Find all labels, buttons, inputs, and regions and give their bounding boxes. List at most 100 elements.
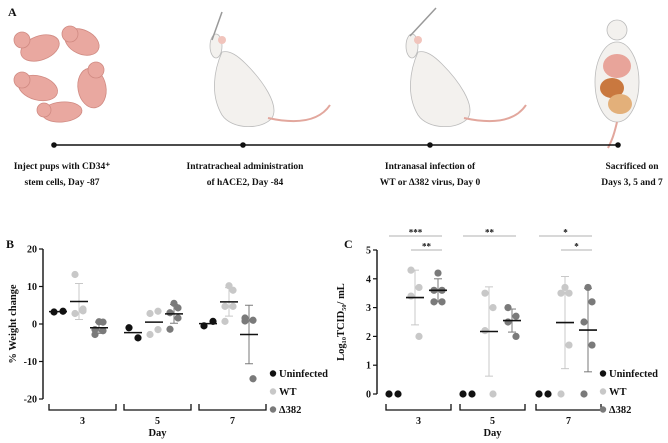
data-point: [557, 390, 565, 398]
day-bracket: [385, 404, 452, 411]
data-point: [481, 289, 489, 297]
data-point: [481, 327, 489, 335]
x-tick-label: 5: [155, 416, 160, 427]
timeline-step-line1: Inject pups with CD34⁺: [14, 162, 111, 172]
timeline-step-line1: Intratracheal administration: [187, 162, 305, 172]
timeline-dot: [427, 142, 433, 148]
y-tick-label: -20: [24, 395, 37, 406]
mouse-intranasal-icon: [405, 7, 527, 128]
data-point: [174, 314, 182, 322]
data-point: [154, 307, 162, 315]
significance-label: **: [422, 242, 432, 252]
significance-label: *: [563, 228, 568, 238]
data-point: [504, 304, 512, 312]
panel-a-label: A: [8, 5, 17, 19]
x-tick-label: 3: [416, 416, 421, 427]
data-point: [99, 327, 107, 335]
dissected-mouse-icon: [594, 19, 640, 149]
legend-marker: [599, 388, 607, 395]
data-point: [79, 307, 87, 315]
data-point: [166, 325, 174, 333]
data-point: [125, 324, 133, 332]
x-axis-label: Day: [148, 428, 167, 439]
legend-marker: [269, 406, 277, 413]
y-axis-label: % Weight change: [8, 284, 19, 363]
data-point: [415, 283, 423, 292]
data-point: [565, 341, 573, 349]
data-point: [588, 298, 596, 306]
timeline-step-line2: of hACE2, Day -84: [207, 178, 284, 188]
data-point: [407, 292, 415, 300]
data-point: [221, 302, 229, 310]
data-point: [512, 312, 520, 320]
data-point: [134, 334, 142, 342]
significance-label: ***: [409, 228, 423, 238]
y-tick-label: -10: [24, 357, 37, 368]
y-tick-label: 10: [27, 282, 37, 293]
data-point: [221, 317, 229, 325]
day-bracket: [535, 404, 602, 411]
data-point: [71, 309, 79, 318]
data-point: [229, 286, 237, 294]
data-point: [249, 316, 257, 324]
y-tick-label: 3: [366, 303, 371, 314]
x-axis-label: Day: [483, 428, 502, 439]
data-point: [584, 283, 592, 292]
day-bracket: [198, 404, 267, 411]
data-point: [489, 304, 497, 312]
data-point: [535, 390, 543, 398]
significance-label: **: [485, 228, 495, 238]
mouse-intratracheal-icon: [209, 11, 331, 128]
data-point: [99, 318, 107, 326]
data-point: [557, 289, 565, 297]
timeline-dot: [240, 142, 246, 148]
legend-marker: [269, 370, 277, 377]
legend-label: Uninfected: [279, 369, 328, 380]
y-tick-label: 4: [366, 274, 371, 285]
data-point: [166, 309, 174, 317]
data-point: [544, 390, 552, 398]
data-point: [241, 317, 249, 325]
data-point: [394, 390, 402, 398]
day-bracket: [123, 404, 192, 411]
timeline-step-line1: Intranasal infection of: [385, 162, 476, 172]
data-point: [146, 309, 154, 318]
y-tick-label: 2: [366, 332, 371, 343]
data-point: [561, 283, 569, 292]
data-point: [415, 332, 423, 340]
legend-label: Δ382: [279, 405, 301, 416]
data-point: [565, 289, 573, 297]
data-point: [588, 341, 596, 349]
legend-label: Uninfected: [609, 369, 658, 380]
weight-change-chart: 20 10 0 -10 -20 % Weight change 3 5 7 Day Uninfect…: [8, 245, 328, 440]
timeline-step-line2: WT or Δ382 virus, Day 0: [380, 178, 481, 188]
data-point: [249, 375, 257, 383]
data-point: [146, 330, 154, 339]
data-point: [174, 304, 182, 312]
timeline-step-line2: Days 3, 5 and 7: [601, 178, 663, 188]
data-point: [154, 326, 162, 334]
data-point: [504, 318, 512, 326]
newborn-pups-icon: [13, 25, 107, 123]
legend-label: WT: [279, 387, 297, 398]
data-point: [434, 269, 442, 277]
panel-c-label: C: [344, 237, 353, 251]
timeline-dot: [615, 142, 621, 148]
timeline-step-line1: Sacrificed on: [605, 162, 659, 172]
panel-b-label: B: [6, 237, 14, 251]
y-tick-label: 0: [366, 390, 371, 401]
data-point: [580, 390, 588, 398]
x-tick-label: 5: [490, 416, 495, 427]
data-point: [407, 266, 415, 274]
timeline-step-line2: stem cells, Day -87: [25, 178, 100, 188]
data-point: [71, 270, 79, 279]
y-tick-label: 5: [366, 246, 371, 257]
legend-label: Δ382: [609, 405, 631, 416]
timeline-dot: [51, 142, 57, 148]
y-tick-label: 1: [366, 361, 371, 372]
y-axis-label: Log₁₀TCID₅₀/ mL: [336, 283, 347, 361]
data-point: [229, 302, 237, 310]
data-point: [468, 390, 476, 398]
